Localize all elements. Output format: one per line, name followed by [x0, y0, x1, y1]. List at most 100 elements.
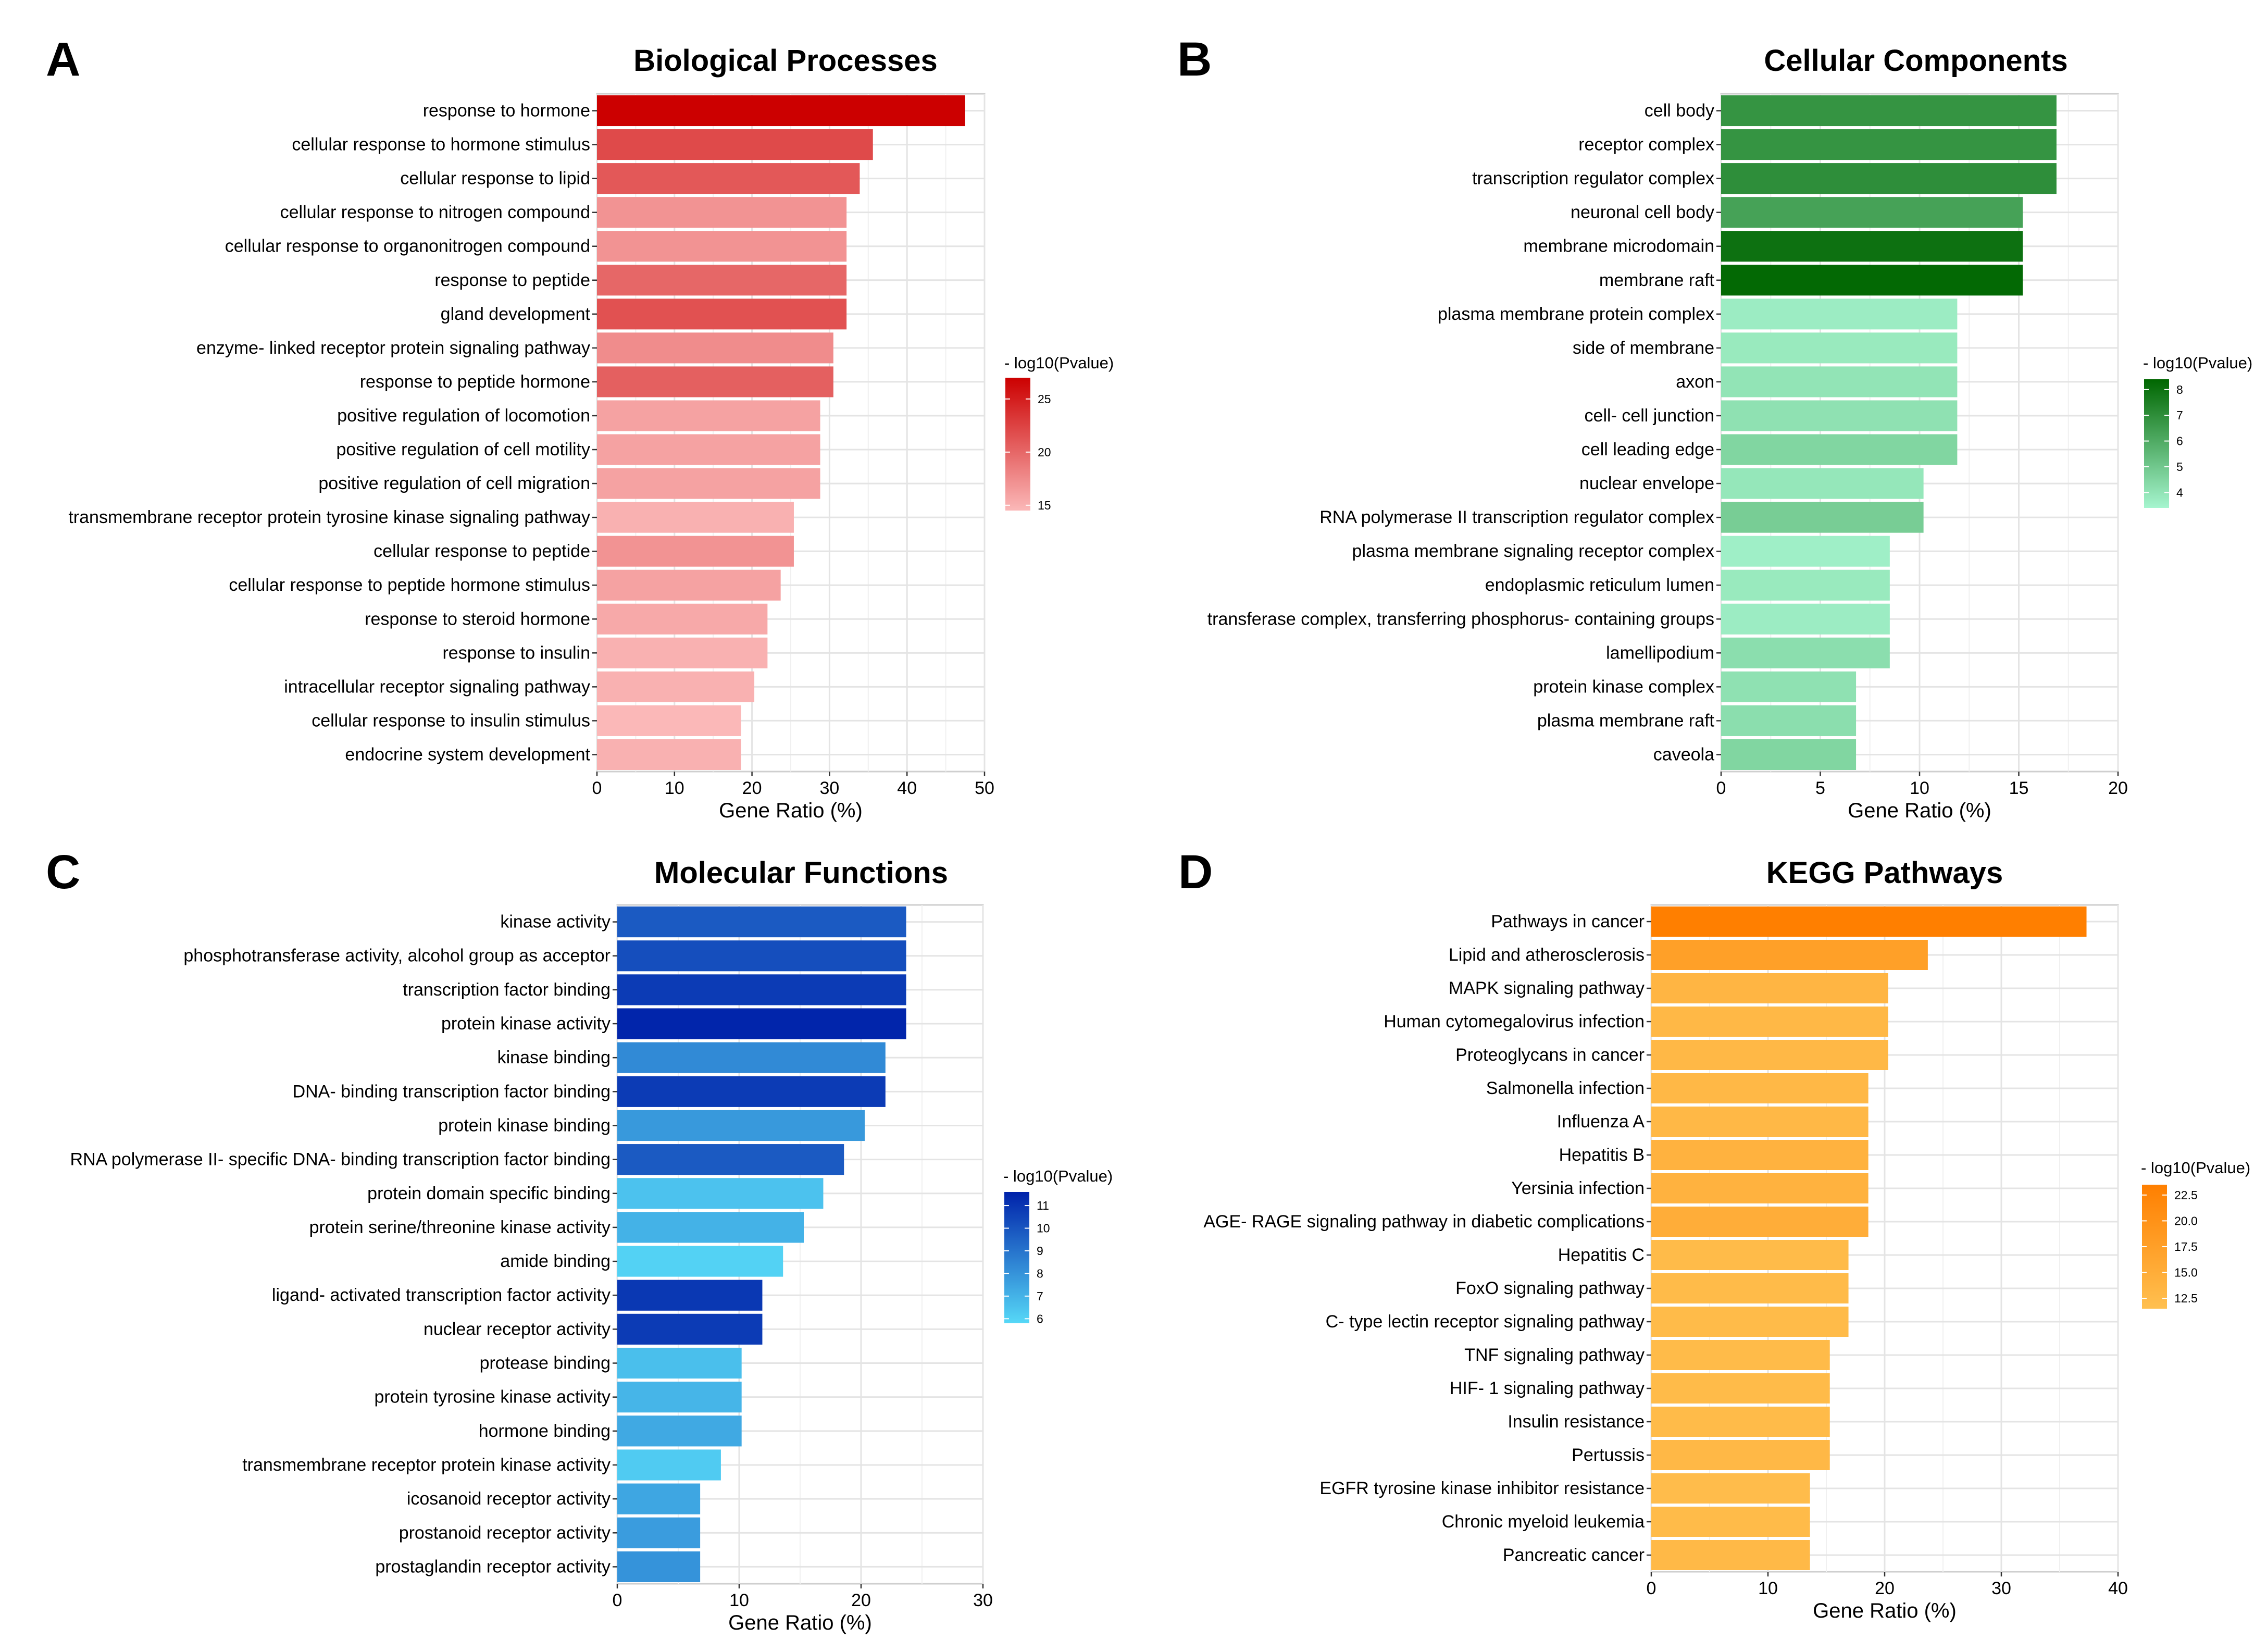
category-label: response to steroid hormone: [365, 609, 590, 629]
category-label: side of membrane: [1573, 338, 1714, 358]
legend-title: - log10(Pvalue): [2141, 1159, 2250, 1177]
bar: [1721, 231, 2023, 262]
category-label: kinase binding: [497, 1048, 611, 1067]
legend-title: - log10(Pvalue): [2143, 354, 2252, 372]
category-label: FoxO signaling pathway: [1455, 1278, 1645, 1298]
category-label: kinase activity: [500, 912, 611, 932]
category-label: RNA polymerase II transcription regulato…: [1319, 507, 1714, 527]
bar: [1721, 739, 1857, 770]
legend-tick-label: 11: [1037, 1199, 1049, 1212]
bar: [617, 1008, 906, 1039]
category-label: icosanoid receptor activity: [407, 1489, 611, 1509]
bar: [597, 705, 741, 736]
bar: [617, 1517, 701, 1548]
category-label: Salmonella infection: [1486, 1078, 1645, 1098]
x-tick-label: 40: [897, 778, 917, 798]
bar: [617, 1313, 763, 1345]
bar: [1721, 468, 1924, 499]
bar: [1721, 637, 1890, 668]
category-label: amide binding: [500, 1251, 611, 1271]
legend-tick-label: 6: [1037, 1312, 1043, 1325]
bar: [617, 1483, 701, 1514]
panel-letter-a: A: [46, 33, 80, 86]
x-tick-label: 50: [975, 778, 994, 798]
bar: [1721, 603, 1890, 635]
legend-tick-label: 20.0: [2174, 1214, 2198, 1227]
bar: [597, 265, 847, 296]
bar: [617, 1212, 804, 1243]
chart-title: KEGG Pathways: [1766, 856, 2003, 890]
bar: [597, 569, 781, 601]
chart-title: Molecular Functions: [654, 856, 948, 890]
kegg-pathways-chart: KEGG Pathways Pathways in cancer Lipid and…: [1203, 856, 2250, 1622]
legend-tick-label: 8: [1037, 1266, 1043, 1280]
category-label: positive regulation of locomotion: [337, 406, 590, 426]
bar: [617, 1144, 844, 1175]
x-tick-label: 0: [1647, 1579, 1656, 1598]
bar: [1721, 265, 2023, 296]
category-label: receptor complex: [1578, 135, 1714, 155]
x-axis-title: Gene Ratio (%): [1848, 799, 1991, 822]
category-label: AGE- RAGE signaling pathway in diabetic …: [1203, 1212, 1645, 1232]
category-label: Pathways in cancer: [1491, 912, 1645, 931]
bar: [617, 1415, 742, 1447]
category-label: Yersinia infection: [1511, 1178, 1645, 1198]
bar: [1651, 1073, 1869, 1103]
bar: [597, 129, 873, 160]
chart-title: Biological Processes: [633, 44, 937, 78]
bar: [597, 197, 847, 228]
category-label: protein tyrosine kinase activity: [374, 1387, 611, 1407]
bar: [597, 434, 820, 465]
bar: [617, 1042, 886, 1073]
x-tick-label: 20: [1875, 1579, 1895, 1598]
category-label: neuronal cell body: [1571, 203, 1714, 222]
x-axis-title: Gene Ratio (%): [1813, 1599, 1957, 1622]
category-label: Hepatitis B: [1559, 1145, 1645, 1165]
category-label: Pancreatic cancer: [1503, 1545, 1645, 1565]
bar: [597, 739, 741, 770]
bar: [1651, 1107, 1869, 1137]
category-label: plasma membrane protein complex: [1438, 304, 1714, 324]
bar: [1651, 1373, 1830, 1403]
legend-tick-label: 25: [1038, 392, 1051, 406]
legend-tick-label: 6: [2176, 434, 2183, 448]
x-tick-label: 20: [851, 1591, 871, 1610]
bar: [597, 231, 847, 262]
category-label: endocrine system development: [345, 744, 590, 764]
legend-tick-label: 20: [1038, 445, 1051, 459]
chart-title: Cellular Components: [1764, 44, 2067, 78]
category-label: DNA- binding transcription factor bindin…: [293, 1082, 611, 1101]
category-label: response to hormone: [423, 101, 590, 121]
bar: [617, 1449, 721, 1481]
x-tick-label: 0: [613, 1591, 622, 1610]
category-label: TNF signaling pathway: [1464, 1345, 1645, 1365]
category-label: transcription regulator complex: [1472, 169, 1714, 189]
bar: [597, 163, 860, 194]
category-label: EGFR tyrosine kinase inhibitor resistanc…: [1319, 1479, 1645, 1498]
bar: [1651, 1007, 1888, 1037]
bar: [1651, 1473, 1810, 1504]
bar: [617, 1178, 824, 1209]
legend-title: - log10(Pvalue): [1003, 1167, 1113, 1185]
category-label: nuclear envelope: [1579, 474, 1714, 493]
category-label: protein kinase complex: [1533, 677, 1714, 697]
category-label: cell body: [1645, 101, 1714, 121]
category-label: C- type lectin receptor signaling pathwa…: [1326, 1312, 1645, 1332]
x-tick-label: 40: [2108, 1579, 2128, 1598]
x-tick-label: 10: [729, 1591, 749, 1610]
bar: [597, 637, 768, 668]
category-label: Pertussis: [1572, 1445, 1645, 1465]
biological-processes-chart: Biological Processes response to hormone c…: [68, 44, 1114, 822]
category-label: Human cytomegalovirus infection: [1384, 1012, 1645, 1032]
legend-colorbar: [1005, 378, 1030, 511]
bar: [1651, 1240, 1849, 1270]
bar: [1721, 197, 2023, 228]
bar: [1721, 705, 1857, 736]
category-label: response to peptide: [434, 270, 590, 290]
bar: [1651, 1273, 1849, 1303]
x-axis-title: Gene Ratio (%): [719, 799, 863, 822]
category-label: MAPK signaling pathway: [1449, 978, 1645, 998]
x-tick-label: 5: [1815, 778, 1825, 798]
category-label: cellular response to nitrogen compound: [280, 203, 590, 222]
x-tick-label: 0: [1716, 778, 1726, 798]
